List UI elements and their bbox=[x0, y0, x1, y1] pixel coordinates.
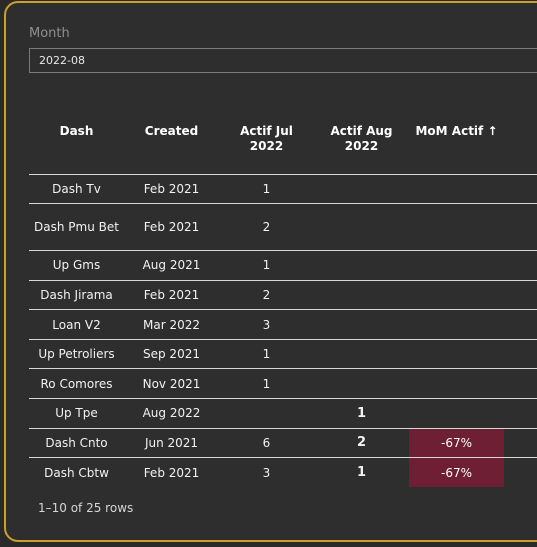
pagination-status: 1–10 of 25 rows bbox=[38, 501, 134, 515]
cell-actif-jul: 3 bbox=[219, 457, 314, 488]
cell-actif-aug bbox=[314, 173, 409, 204]
cell-spacer bbox=[504, 338, 537, 369]
cell-created: Mar 2022 bbox=[124, 309, 219, 340]
table-row: Ro Comores Nov 2021 1 bbox=[29, 368, 537, 399]
table-row: Dash Cbtw Feb 2021 3 1 -67% bbox=[29, 457, 537, 488]
column-header-actif-aug[interactable]: Actif Aug 2022 bbox=[330, 124, 393, 153]
cell-created: Aug 2022 bbox=[124, 398, 219, 429]
column-header-mom-actif[interactable]: MoM Actif ↑ bbox=[415, 124, 498, 138]
cell-actif-jul: 3 bbox=[219, 309, 314, 340]
cell-actif-aug: 1 bbox=[314, 457, 409, 488]
cell-actif-aug bbox=[314, 338, 409, 369]
table-row: Dash Jirama Feb 2021 2 bbox=[29, 279, 537, 310]
cell-created: Feb 2021 bbox=[124, 279, 219, 310]
cell-dash: Ro Comores bbox=[29, 368, 124, 399]
cell-actif-aug bbox=[314, 203, 409, 251]
cell-created: Feb 2021 bbox=[124, 203, 219, 251]
cell-actif-aug bbox=[314, 309, 409, 340]
cell-created: Nov 2021 bbox=[124, 368, 219, 399]
cell-actif-aug bbox=[314, 250, 409, 281]
cell-actif-jul: 1 bbox=[219, 368, 314, 399]
cell-dash: Dash Jirama bbox=[29, 279, 124, 310]
cell-created: Feb 2021 bbox=[124, 173, 219, 204]
table-row: Up Gms Aug 2021 1 bbox=[29, 250, 537, 281]
cell-spacer bbox=[504, 457, 537, 488]
cell-actif-jul: 1 bbox=[219, 173, 314, 204]
cell-mom-actif bbox=[409, 338, 504, 369]
cell-spacer bbox=[504, 203, 537, 251]
cell-created: Feb 2021 bbox=[124, 457, 219, 488]
cell-dash: Dash Cbtw bbox=[29, 457, 124, 488]
cell-actif-aug: 1 bbox=[314, 398, 409, 429]
cell-mom-actif bbox=[409, 250, 504, 281]
cell-mom-actif bbox=[409, 368, 504, 399]
cell-actif-jul: 1 bbox=[219, 338, 314, 369]
cell-spacer bbox=[504, 173, 537, 204]
cell-mom-actif: -67% bbox=[409, 427, 504, 458]
cell-actif-jul: 1 bbox=[219, 250, 314, 281]
cell-actif-aug bbox=[314, 279, 409, 310]
cell-created: Aug 2021 bbox=[124, 250, 219, 281]
data-table: Dash Created Actif Jul 2022 Actif Aug 20… bbox=[29, 115, 537, 488]
cell-created: Jun 2021 bbox=[124, 427, 219, 458]
cell-spacer bbox=[504, 279, 537, 310]
cell-dash: Dash Tv bbox=[29, 173, 124, 204]
cell-mom-actif bbox=[409, 398, 504, 429]
cell-dash: Up Petroliers bbox=[29, 338, 124, 369]
cell-dash: Dash Cnto bbox=[29, 427, 124, 458]
cell-mom-actif bbox=[409, 173, 504, 204]
cell-spacer bbox=[504, 398, 537, 429]
table-row: Dash Tv Feb 2021 1 bbox=[29, 173, 537, 204]
cell-mom-actif bbox=[409, 203, 504, 251]
table-row: Up Tpe Aug 2022 1 bbox=[29, 398, 537, 429]
column-header-created[interactable]: Created bbox=[144, 124, 199, 138]
month-filter-input[interactable]: 2022-08 bbox=[29, 48, 537, 73]
cell-actif-aug bbox=[314, 368, 409, 399]
column-header-spacer bbox=[504, 115, 537, 174]
cell-dash: Loan V2 bbox=[29, 309, 124, 340]
cell-dash: Up Tpe bbox=[29, 398, 124, 429]
cell-mom-actif: -67% bbox=[409, 457, 504, 488]
cell-actif-aug: 2 bbox=[314, 427, 409, 458]
cell-spacer bbox=[504, 368, 537, 399]
cell-created: Sep 2021 bbox=[124, 338, 219, 369]
table-row: Loan V2 Mar 2022 3 bbox=[29, 309, 537, 340]
column-header-actif-jul[interactable]: Actif Jul 2022 bbox=[240, 124, 293, 153]
table-row: Dash Cnto Jun 2021 6 2 -67% bbox=[29, 427, 537, 458]
cell-actif-jul: 2 bbox=[219, 203, 314, 251]
cell-actif-jul: 2 bbox=[219, 279, 314, 310]
cell-mom-actif bbox=[409, 309, 504, 340]
table-row: Dash Pmu Bet Feb 2021 2 bbox=[29, 203, 537, 251]
cell-dash: Dash Pmu Bet bbox=[29, 203, 124, 251]
cell-dash: Up Gms bbox=[29, 250, 124, 281]
cell-spacer bbox=[504, 309, 537, 340]
cell-spacer bbox=[504, 427, 537, 458]
month-filter-label: Month bbox=[29, 26, 70, 41]
cell-spacer bbox=[504, 250, 537, 281]
table-row: Up Petroliers Sep 2021 1 bbox=[29, 338, 537, 369]
cell-actif-jul: 6 bbox=[219, 427, 314, 458]
cell-mom-actif bbox=[409, 279, 504, 310]
table-header-row: Dash Created Actif Jul 2022 Actif Aug 20… bbox=[29, 115, 537, 174]
cell-actif-jul bbox=[219, 398, 314, 429]
column-header-dash[interactable]: Dash bbox=[59, 124, 94, 138]
